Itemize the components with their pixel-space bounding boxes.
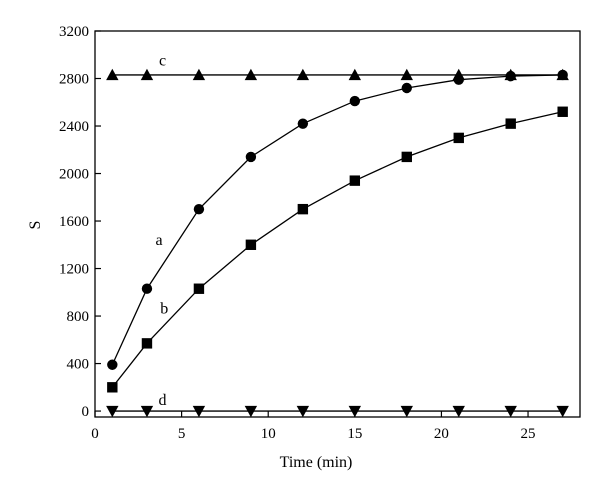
data-point-d — [400, 405, 413, 418]
series-label-d: d — [159, 392, 167, 409]
x-axis-title: Time (min) — [280, 454, 353, 471]
y-tick-label: 1600 — [59, 214, 89, 230]
data-point-b — [193, 283, 205, 294]
y-tick-label: 800 — [67, 309, 90, 325]
data-point-c — [140, 68, 154, 81]
y-tick-label: 3200 — [59, 24, 89, 40]
data-point-c — [348, 68, 362, 81]
data-point-c — [556, 68, 569, 81]
data-point-c — [244, 68, 258, 81]
series-line-a — [111, 74, 563, 366]
data-point-d — [192, 405, 206, 418]
series-label-c: c — [159, 52, 166, 69]
series-labels: a b c d — [156, 52, 169, 409]
data-point-a — [401, 82, 412, 94]
series-lines — [111, 74, 563, 412]
data-point-d — [348, 405, 362, 418]
x-tick-label: 10 — [261, 426, 276, 442]
y-tick-label: 400 — [67, 357, 90, 373]
data-point-c — [192, 68, 206, 81]
plot-frame — [94, 30, 581, 418]
data-point-b — [245, 239, 257, 250]
series-label-a: a — [156, 232, 163, 249]
data-point-b — [349, 175, 361, 186]
data-point-c — [106, 68, 119, 81]
data-point-a — [349, 95, 361, 107]
series-line-b — [111, 111, 563, 388]
series-label-b: b — [160, 301, 168, 318]
data-point-a — [107, 359, 118, 370]
data-point-d — [556, 405, 569, 418]
data-point-d — [140, 405, 154, 418]
data-point-a — [141, 283, 153, 294]
data-point-d — [504, 405, 517, 418]
y-tick-label: 0 — [82, 404, 90, 420]
data-point-b — [107, 382, 118, 393]
data-point-c — [504, 68, 517, 81]
x-tick-label: 15 — [347, 426, 362, 442]
y-tick-label: 1200 — [59, 262, 89, 278]
data-point-c — [296, 68, 310, 81]
data-point-c — [452, 68, 465, 81]
data-point-d — [106, 405, 119, 418]
data-point-a — [245, 151, 257, 163]
data-point-b — [141, 338, 153, 349]
x-tick-label: 25 — [521, 426, 536, 442]
data-point-a — [297, 118, 309, 129]
x-tick-label: 0 — [91, 426, 99, 442]
series-markers — [106, 68, 569, 418]
data-point-b — [505, 118, 516, 129]
data-point-c — [400, 68, 413, 81]
y-tick-label: 2000 — [59, 167, 89, 183]
data-point-d — [244, 405, 258, 418]
data-point-b — [297, 203, 309, 215]
y-axis-title: S — [27, 221, 44, 230]
data-point-d — [452, 405, 465, 418]
y-tick-label: 2800 — [59, 72, 89, 88]
data-point-b — [401, 151, 412, 163]
data-point-d — [296, 405, 310, 418]
x-tick-label: 5 — [178, 426, 186, 442]
axis-ticks: 0 5 10 15 20 25 0 400 800 1200 1600 2000 2400 2800 320… — [59, 24, 536, 442]
data-point-b — [453, 132, 464, 144]
data-point-a — [193, 203, 205, 215]
x-tick-label: 20 — [434, 426, 449, 442]
data-point-b — [557, 106, 568, 117]
y-tick-label: 2400 — [59, 119, 89, 135]
